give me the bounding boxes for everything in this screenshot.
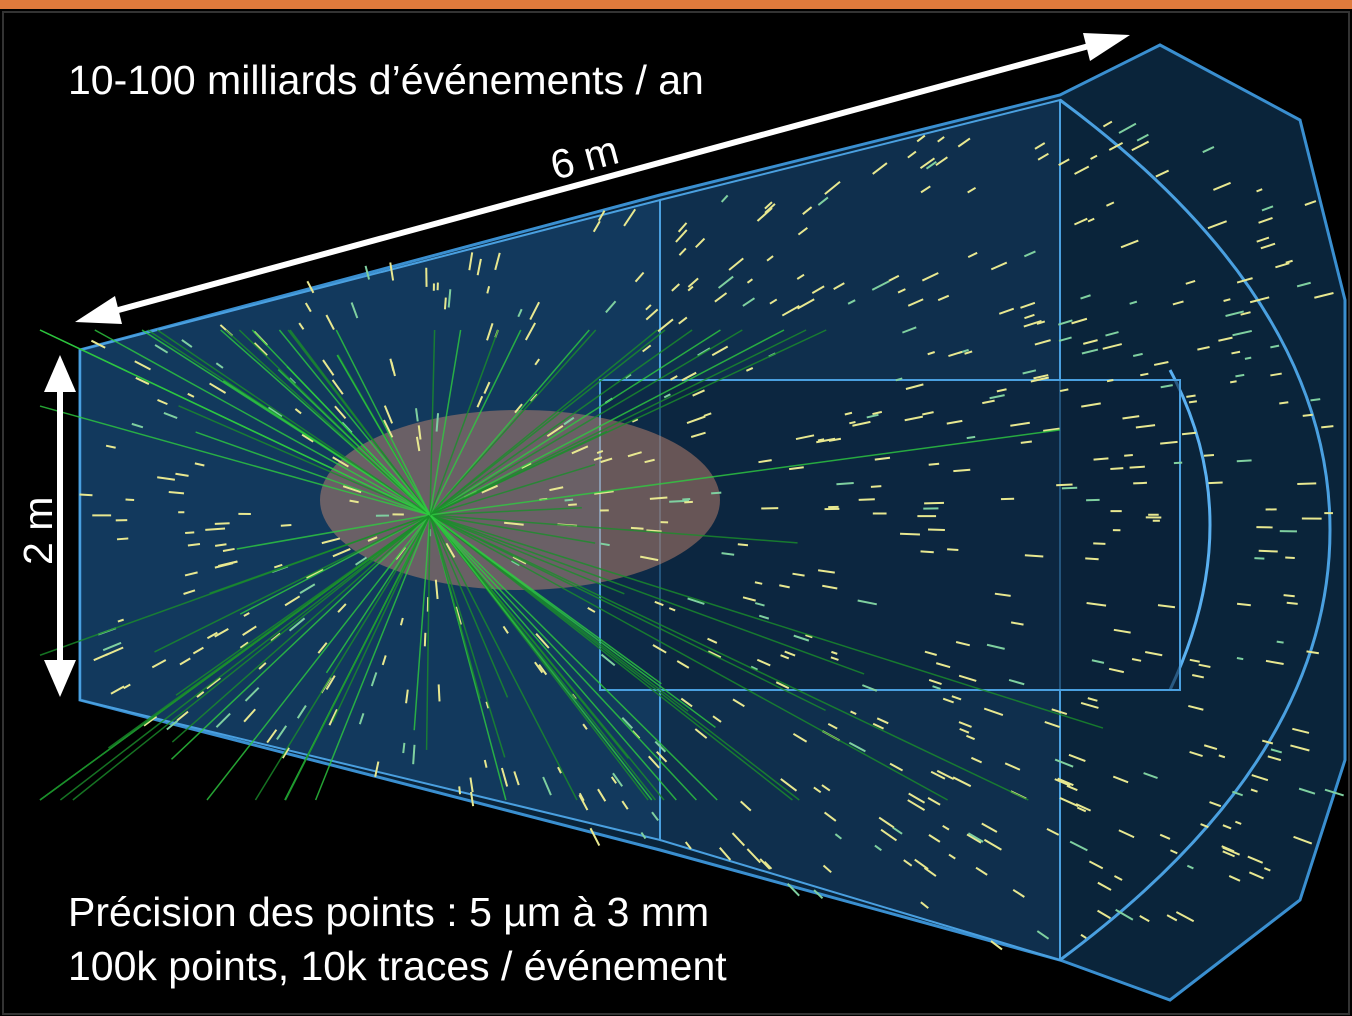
hit bbox=[1277, 642, 1284, 643]
hit bbox=[921, 551, 934, 552]
page: 10-100 milliards d’événements / an 6 m 2… bbox=[0, 0, 1352, 1016]
hit bbox=[859, 499, 875, 500]
hit bbox=[1237, 460, 1252, 461]
height-label: 2 m bbox=[15, 497, 61, 565]
hit bbox=[1279, 402, 1288, 403]
hit bbox=[1062, 488, 1077, 489]
hit bbox=[1284, 595, 1295, 596]
hit bbox=[1133, 483, 1147, 484]
hit bbox=[1021, 442, 1032, 443]
hit bbox=[1297, 483, 1316, 484]
hit bbox=[631, 528, 644, 529]
footer-line: Précision des points : 5 µm à 3 mm bbox=[68, 889, 709, 935]
hit bbox=[1186, 395, 1195, 396]
hit bbox=[185, 532, 194, 533]
hit bbox=[403, 743, 404, 753]
top-strip bbox=[0, 0, 1352, 9]
hit bbox=[413, 745, 414, 764]
hit bbox=[1311, 399, 1321, 400]
hit bbox=[1056, 484, 1072, 485]
hit bbox=[215, 523, 230, 524]
hit bbox=[929, 464, 939, 465]
hit bbox=[967, 437, 975, 438]
hit bbox=[425, 633, 426, 646]
hit bbox=[836, 483, 853, 484]
hit bbox=[169, 492, 184, 493]
hit bbox=[1245, 358, 1251, 359]
hit bbox=[953, 470, 970, 471]
hit bbox=[459, 786, 460, 794]
hit bbox=[445, 298, 446, 310]
hit bbox=[565, 500, 574, 501]
hit bbox=[1321, 426, 1333, 427]
hit bbox=[1237, 658, 1243, 659]
hit bbox=[1204, 455, 1214, 456]
hit bbox=[1110, 468, 1123, 469]
hit bbox=[1287, 603, 1298, 604]
hit bbox=[80, 494, 93, 495]
hit bbox=[900, 534, 920, 535]
hit bbox=[1254, 558, 1264, 559]
hit bbox=[205, 529, 225, 530]
hit bbox=[871, 486, 881, 487]
hit bbox=[711, 493, 721, 494]
hit bbox=[1094, 458, 1109, 459]
event-display: 10-100 milliards d’événements / an 6 m 2… bbox=[0, 0, 1352, 1016]
hit bbox=[1230, 381, 1236, 382]
footer-line: 100k points, 10k traces / événement bbox=[68, 943, 727, 989]
title: 10-100 milliards d’événements / an bbox=[68, 57, 704, 103]
hit bbox=[1174, 463, 1182, 464]
hit bbox=[1025, 555, 1043, 556]
hit bbox=[1303, 415, 1313, 416]
hit bbox=[117, 538, 128, 539]
hit bbox=[1189, 401, 1197, 402]
hit bbox=[849, 422, 855, 423]
hit bbox=[1130, 467, 1145, 468]
hit bbox=[1085, 558, 1098, 559]
hit bbox=[568, 504, 577, 505]
hit bbox=[1124, 455, 1133, 456]
hit bbox=[1107, 380, 1113, 381]
hit bbox=[1259, 551, 1278, 552]
hit bbox=[738, 544, 748, 545]
hit bbox=[650, 498, 667, 499]
hit bbox=[439, 684, 440, 701]
hit bbox=[1208, 483, 1222, 484]
hit bbox=[947, 549, 958, 550]
hit bbox=[1093, 543, 1105, 544]
hit bbox=[281, 525, 292, 526]
